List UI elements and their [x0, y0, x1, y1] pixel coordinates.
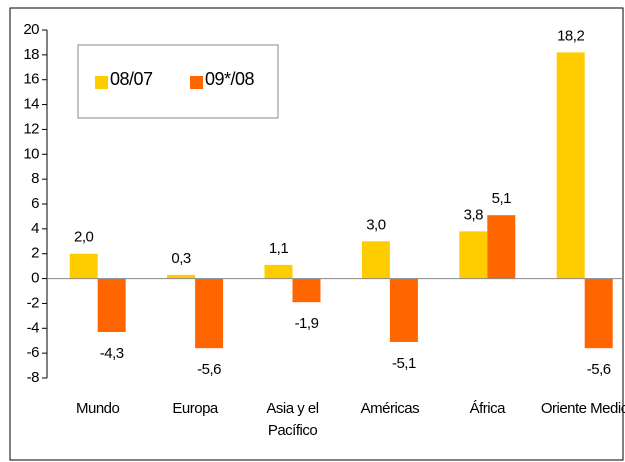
data-label: 0,3	[171, 250, 191, 267]
x-tick-label: África	[469, 400, 506, 417]
data-label: 1,1	[269, 240, 289, 257]
y-tick-label: -4	[27, 319, 39, 336]
bar	[459, 231, 488, 279]
bar	[195, 278, 224, 349]
bar	[361, 241, 390, 279]
x-tick-label: Asia y el Pacífico	[266, 400, 319, 439]
y-tick-label: -2	[27, 294, 39, 311]
legend-label: 09*/08	[205, 69, 255, 89]
bar	[167, 274, 196, 279]
data-label: 18,2	[557, 27, 584, 44]
y-tick-label: 18	[23, 46, 39, 63]
data-label: -5,6	[587, 361, 611, 378]
data-label: -5,1	[392, 355, 416, 372]
data-label: 3,0	[366, 216, 386, 233]
y-tick-label: 8	[31, 170, 39, 187]
y-tick-label: 0	[31, 270, 39, 287]
x-tick-label: Oriente Medio	[540, 400, 625, 417]
y-tick-label: 16	[23, 71, 39, 88]
bar	[264, 264, 293, 279]
y-tick-label: 14	[23, 96, 39, 113]
legend-swatch	[190, 76, 203, 89]
bar	[292, 278, 321, 303]
data-label: -4,3	[100, 345, 124, 362]
x-tick-label: Américas	[360, 400, 420, 417]
legend-box	[77, 44, 279, 119]
data-label: 5,1	[492, 190, 512, 207]
x-tick-label: Mundo	[76, 400, 120, 417]
frame	[9, 7, 624, 461]
x-tick-label: Europa	[172, 400, 218, 417]
data-label: 2,0	[74, 229, 94, 246]
y-tick-label: 12	[23, 120, 39, 137]
data-label: -5,6	[197, 361, 221, 378]
bar	[487, 215, 516, 279]
y-tick-label: 2	[31, 245, 39, 262]
bar	[97, 278, 126, 333]
legend-label: 08/07	[110, 69, 153, 89]
data-label: -1,9	[295, 315, 319, 332]
bar	[584, 278, 613, 349]
y-tick-label: 6	[31, 195, 39, 212]
bar	[389, 278, 418, 342]
bar	[69, 253, 98, 279]
y-tick-label: 10	[23, 145, 39, 162]
y-tick-label: 20	[23, 21, 39, 38]
y-tick-label: -6	[27, 344, 39, 361]
y-tick-label: 4	[31, 220, 39, 237]
data-label: 3,8	[464, 206, 484, 223]
bar	[556, 52, 585, 279]
legend-swatch	[95, 76, 108, 89]
y-tick-label: -8	[27, 369, 39, 386]
